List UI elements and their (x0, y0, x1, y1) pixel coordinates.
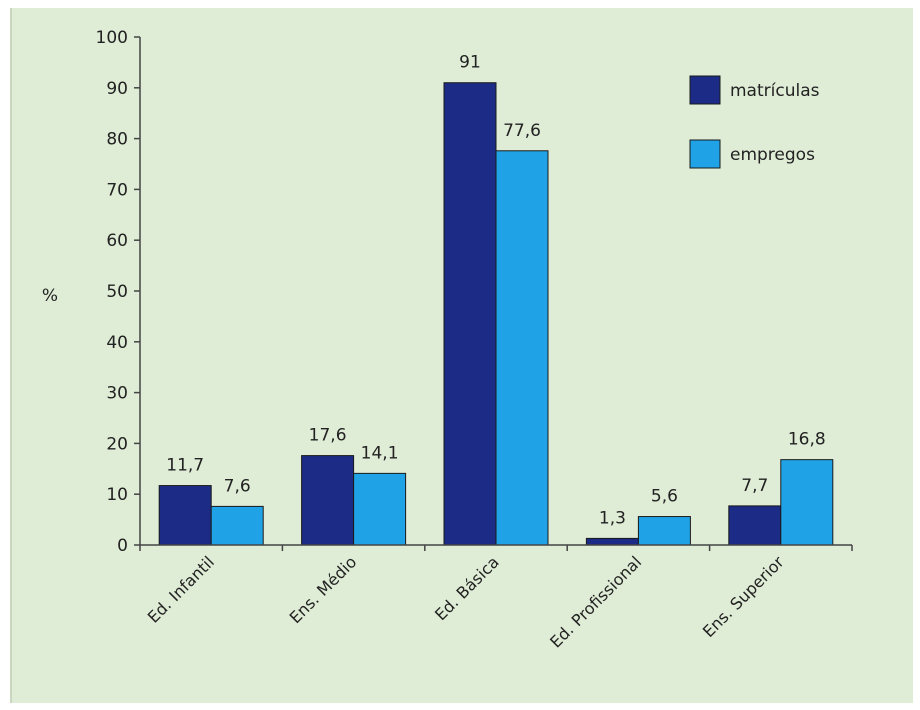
bar-matriculas-ens-superior (728, 505, 782, 546)
bar-empregos-ens-superior (780, 459, 834, 546)
bar-matriculas-ens-medio (301, 455, 355, 546)
bar-matriculas-ed-basica (443, 82, 497, 546)
data-label-matriculas-ed-profissional: 1,3 (599, 508, 626, 528)
y-tick-label: 10 (106, 485, 128, 505)
bar-matriculas-ed-profissional (585, 537, 639, 546)
x-tick-label-ed-infantil: Ed. Infantil (144, 552, 218, 626)
bar-empregos-ed-infantil (210, 505, 264, 546)
bar-empregos-ens-medio (353, 472, 407, 546)
data-label-matriculas-ens-superior: 7,7 (741, 476, 768, 496)
y-tick-label: 50 (106, 282, 128, 302)
y-tick-label: 40 (106, 333, 128, 353)
legend-label-matriculas: matrículas (730, 81, 820, 101)
x-tick-label-ed-basica: Ed. Básica (431, 552, 503, 624)
bar-empregos-ed-profissional (637, 516, 691, 546)
data-label-empregos-ens-superior: 16,8 (788, 430, 826, 450)
data-label-empregos-ed-profissional: 5,6 (651, 487, 678, 507)
y-tick-label: 0 (117, 536, 128, 556)
data-label-matriculas-ed-basica: 91 (459, 53, 481, 73)
data-label-empregos-ed-infantil: 7,6 (224, 476, 251, 496)
data-label-empregos-ed-basica: 77,6 (503, 121, 541, 141)
bar-matriculas-ed-infantil (158, 485, 212, 546)
y-tick-label: 70 (106, 180, 128, 200)
y-axis-title: % (42, 286, 58, 306)
y-tick-label: 90 (106, 79, 128, 99)
legend-swatch-matriculas (689, 75, 721, 105)
y-tick-label: 30 (106, 384, 128, 404)
y-tick-label: 60 (106, 231, 128, 251)
data-label-empregos-ens-medio: 14,1 (361, 443, 399, 463)
x-tick-label-ens-superior: Ens. Superior (699, 552, 788, 641)
y-tick-label: 80 (106, 130, 128, 150)
y-tick-label: 100 (96, 28, 128, 48)
legend-label-empregos: empregos (730, 145, 815, 165)
bar-empregos-ed-basica (495, 150, 549, 546)
legend-swatch-empregos (689, 139, 721, 169)
data-label-matriculas-ens-medio: 17,6 (309, 426, 347, 446)
x-tick-label-ed-profissional: Ed. Profissional (546, 552, 645, 651)
data-label-matriculas-ed-infantil: 11,7 (166, 456, 204, 476)
x-tick-label-ens-medio: Ens. Médio (286, 552, 361, 627)
y-tick-label: 20 (106, 434, 128, 454)
